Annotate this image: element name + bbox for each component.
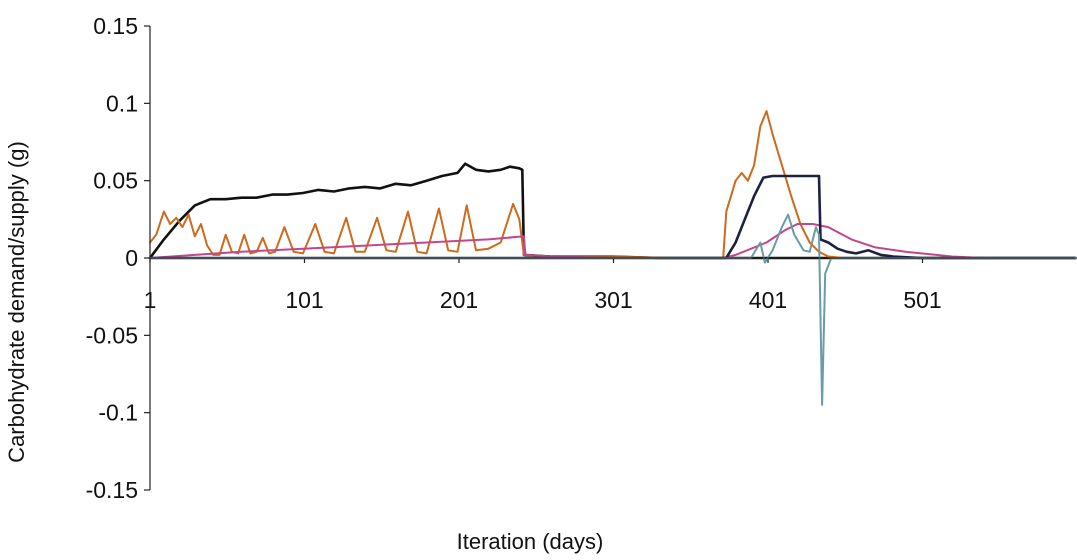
y-axis-title: Carbohydrate demand/supply (g) bbox=[4, 141, 29, 463]
y-tick-label: 0 bbox=[125, 245, 138, 271]
x-axis-title: Iteration (days) bbox=[457, 529, 604, 554]
x-tick-label: 501 bbox=[903, 287, 941, 313]
x-tick-label: 101 bbox=[285, 287, 323, 313]
y-tick-label: -0.15 bbox=[86, 477, 138, 503]
series-line-3 bbox=[149, 223, 1077, 259]
series-line-4 bbox=[148, 174, 1077, 260]
x-tick-labels: 1 101 201 301 401 501 bbox=[144, 258, 942, 313]
x-tick-label: 401 bbox=[749, 287, 787, 313]
y-tick-label: 0.05 bbox=[93, 168, 138, 194]
y-tick-label: -0.1 bbox=[98, 400, 138, 426]
y-tick-label: -0.05 bbox=[86, 322, 138, 348]
x-tick-label: 201 bbox=[440, 287, 478, 313]
series-line-1 bbox=[148, 162, 1077, 260]
series-layer bbox=[148, 110, 1077, 406]
y-tick-labels: 0.15 0.1 0.05 0 -0.05 -0.1 -0.15 bbox=[86, 13, 150, 503]
y-tick-label: 0.15 bbox=[93, 13, 138, 39]
x-tick-label: 301 bbox=[594, 287, 632, 313]
series-line-2 bbox=[149, 110, 1077, 259]
series-line-5 bbox=[149, 213, 1077, 406]
y-tick-label: 0.1 bbox=[106, 90, 138, 116]
